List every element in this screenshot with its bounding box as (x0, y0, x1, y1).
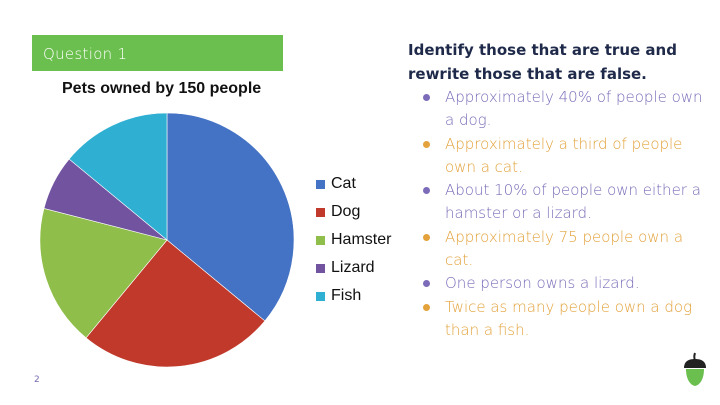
legend-swatch (316, 263, 325, 273)
statement-text: About 10% of people own either a hamster… (445, 181, 701, 223)
bullet-icon (423, 233, 430, 241)
legend-swatch (316, 235, 325, 245)
question-label: Question 1 (43, 45, 128, 63)
statement-item: Twice as many people own a dog than a fi… (408, 296, 708, 343)
legend-label: Hamster (331, 231, 392, 248)
pie-slice-hamster (39, 208, 168, 339)
legend-item-lizard: Lizard (316, 258, 375, 278)
legend-item-cat: Cat (316, 174, 356, 194)
page-number: 2 (34, 375, 40, 385)
legend-item-hamster: Hamster (316, 230, 391, 250)
legend-swatch (316, 291, 325, 301)
instructions-panel: Identify those that are true and rewrite… (408, 38, 708, 342)
statement-item: One person owns a lizard. (408, 272, 708, 295)
legend-swatch (316, 179, 325, 189)
chart-title: Pets owned by 150 people (62, 80, 262, 97)
pie-slice-dog (85, 239, 266, 368)
statement-text: One person owns a lizard. (445, 274, 640, 293)
statement-text: Approximately a third of people own a ca… (445, 134, 683, 176)
statement-text: Approximately 75 people own a cat. (445, 227, 684, 270)
statement-item: Approximately a third of people own a ca… (408, 133, 708, 180)
legend-swatch (316, 207, 325, 217)
legend-label: Lizard (331, 259, 375, 276)
legend-label: Cat (331, 175, 356, 192)
legend-item-dog: Dog (316, 202, 360, 222)
question-banner: Question 1 (32, 35, 283, 71)
statement-item: Approximately 75 people own a cat. (408, 226, 708, 273)
statement-item: Approximately 40% of people own a dog. (408, 86, 708, 133)
acorn-icon (684, 352, 706, 386)
bullet-icon (423, 140, 430, 148)
pie-slice-cat (166, 112, 295, 322)
instructions-heading: Identify those that are true and rewrite… (408, 41, 677, 83)
bullet-icon (423, 94, 430, 101)
statement-text: Approximately 40% of people own a dog. (445, 88, 703, 130)
legend-item-fish: Fish (316, 286, 361, 306)
statement-item: About 10% of people own either a hamster… (408, 179, 708, 226)
statement-list: Approximately 40% of people own a dog. Ap… (408, 86, 708, 342)
legend-label: Dog (331, 203, 361, 220)
statement-text: Twice as many people own a dog than a fi… (445, 297, 693, 339)
bullet-icon (423, 280, 430, 288)
pie-slice-fish (68, 112, 168, 241)
legend-label: Fish (331, 287, 362, 304)
bullet-icon (423, 187, 430, 195)
bullet-icon (423, 303, 430, 311)
